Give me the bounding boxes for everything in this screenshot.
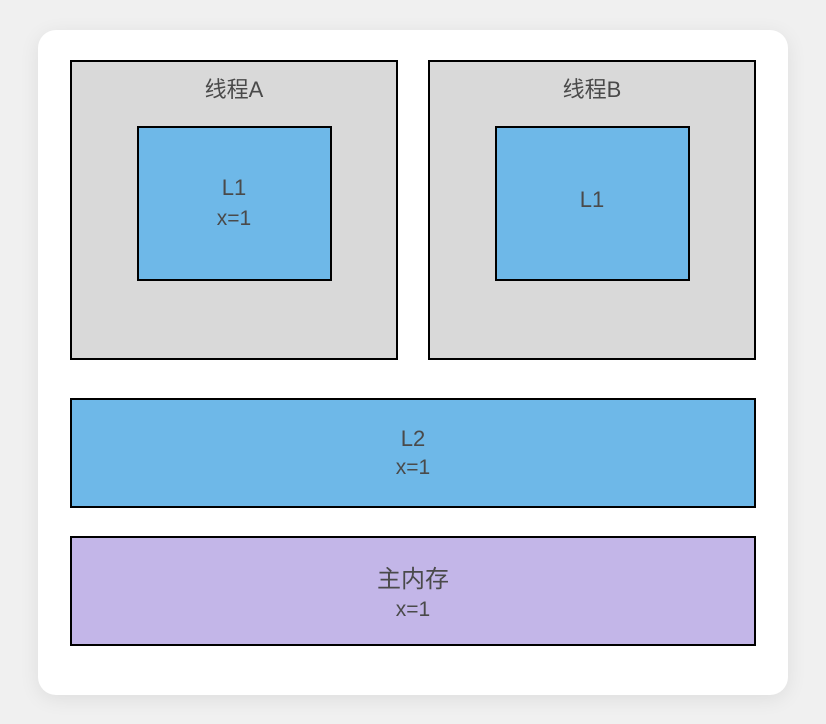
thread-a-l1-value: x=1 (217, 207, 251, 231)
l2-box: L2 x=1 (70, 398, 756, 508)
thread-a-l1-box: L1 x=1 (137, 126, 332, 281)
diagram-card: 线程A L1 x=1 线程B L1 L2 x=1 主内存 x=1 (38, 30, 788, 695)
l2-value: x=1 (396, 456, 430, 480)
main-memory-value: x=1 (396, 598, 430, 622)
l2-label: L2 (401, 426, 425, 452)
main-memory-label: 主内存 (377, 559, 449, 594)
thread-b-box: 线程B L1 (428, 60, 756, 360)
main-memory-box: 主内存 x=1 (70, 536, 756, 646)
thread-a-title: 线程A (205, 72, 264, 104)
thread-b-title: 线程B (563, 72, 622, 104)
threads-row: 线程A L1 x=1 线程B L1 (70, 60, 756, 360)
thread-b-l1-label: L1 (580, 187, 604, 213)
thread-a-box: 线程A L1 x=1 (70, 60, 398, 360)
thread-a-l1-label: L1 (222, 175, 246, 201)
thread-b-l1-box: L1 (495, 126, 690, 281)
